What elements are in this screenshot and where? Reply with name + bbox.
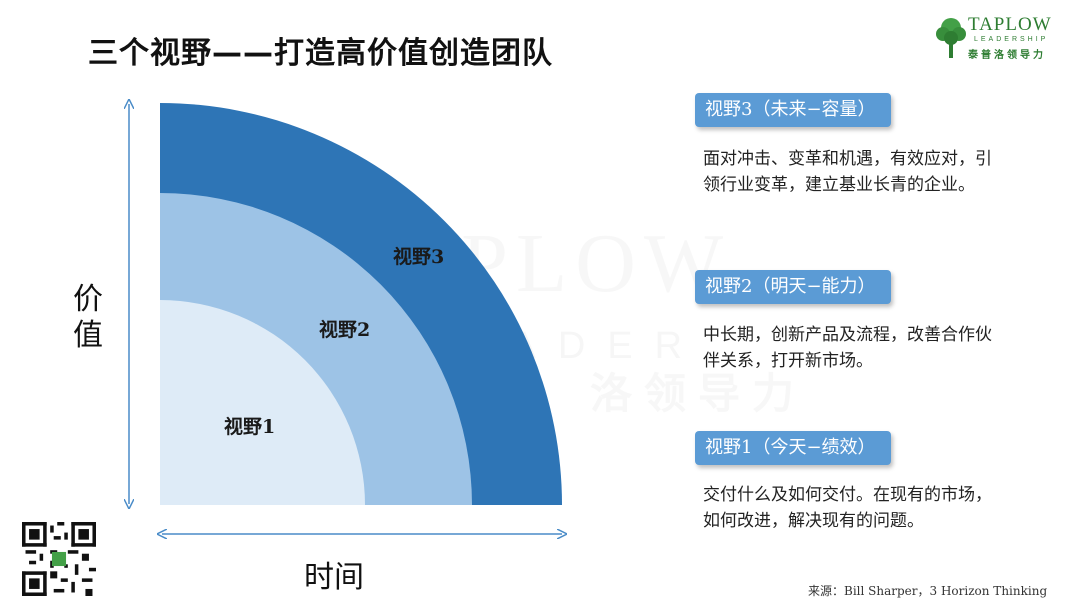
horizon-3-tag: 视野3（未来−容量） <box>695 93 891 127</box>
taplow-logo: TAPLOW LEADERSHIP 泰普洛领导力 <box>934 14 1064 61</box>
horizon-1-label: 视野1 <box>224 416 276 438</box>
horizon-1-arc <box>160 300 365 505</box>
horizon-1-tag: 视野1（今天−绩效） <box>695 431 891 465</box>
y-axis-label: 价值 <box>73 282 103 353</box>
horizon-1-description: 交付什么及如何交付。在现有的市场，如何改进，解决现有的问题。 <box>703 485 992 531</box>
qr-code-icon <box>22 522 96 596</box>
horizon-2-label: 视野2 <box>319 319 371 341</box>
horizon-2-tag: 视野2（明天−能力） <box>695 270 891 304</box>
x-axis-label: 时间 <box>304 560 364 595</box>
horizon-3-label: 视野3 <box>393 246 445 268</box>
tree-icon <box>936 18 966 58</box>
page-title: 三个视野——打造高价值创造团队 <box>88 36 553 71</box>
logo-subtitle: LEADERSHIP <box>974 36 1049 43</box>
logo-chinese: 泰普洛领导力 <box>968 50 1046 61</box>
logo-brand: TAPLOW <box>968 14 1052 35</box>
horizon-3-description: 面对冲击、变革和机遇，有效应对，引领行业变革，建立基业长青的企业。 <box>703 149 992 195</box>
source-citation: 来源：Bill Sharper，3 Horizon Thinking <box>808 584 1048 598</box>
horizon-2-description: 中长期，创新产品及流程，改善合作伙伴关系，打开新市场。 <box>703 325 992 371</box>
